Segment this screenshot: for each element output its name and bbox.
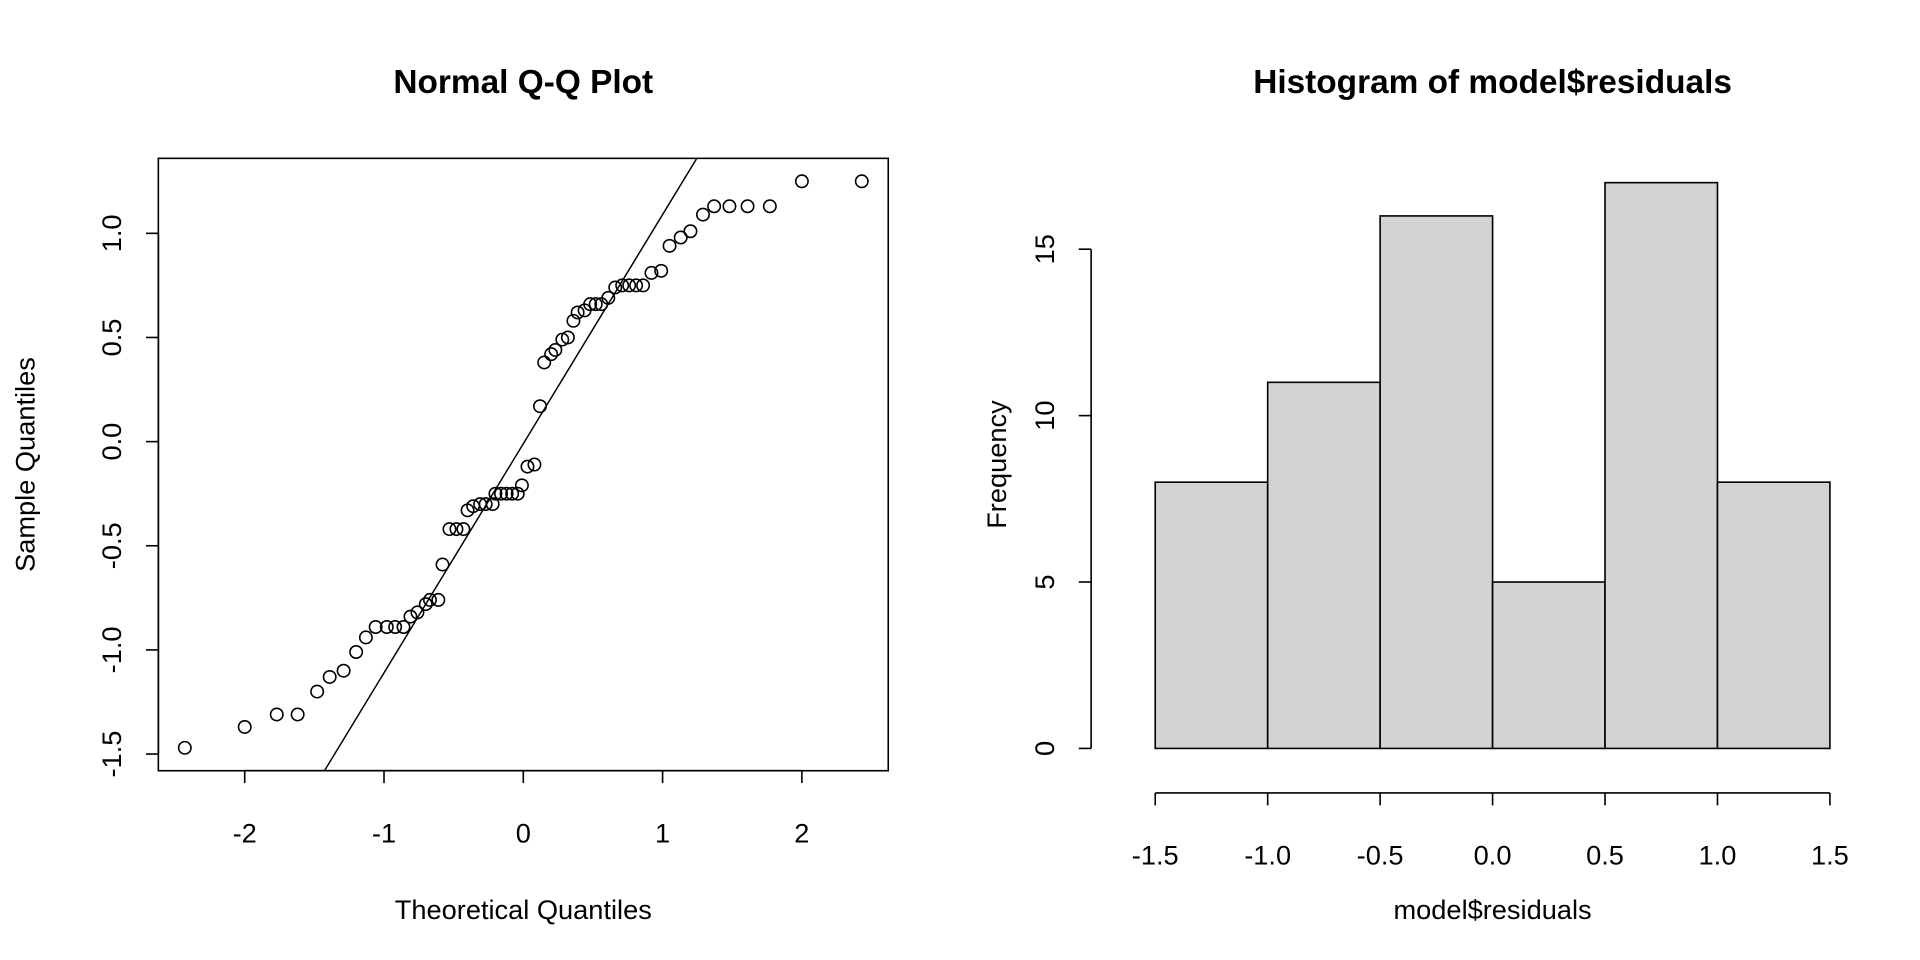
histogram-bar [1154, 481, 1269, 750]
y-tick-label: 5 [1029, 574, 1060, 589]
point [740, 199, 755, 214]
y-tick-label: 0.5 [96, 319, 127, 357]
point [290, 707, 305, 722]
x-axis-label: model$residuals [1394, 894, 1592, 925]
point [722, 199, 737, 214]
point [418, 597, 433, 612]
qq-reference-line [323, 158, 698, 771]
y-tick-label: 10 [1029, 400, 1060, 430]
point [379, 620, 394, 634]
point [636, 278, 651, 293]
point [654, 263, 669, 278]
y-tick-label: -1.5 [96, 731, 127, 778]
y-tick-label: 0 [1029, 741, 1060, 756]
point [537, 355, 552, 370]
plot-frame [157, 157, 890, 772]
point [431, 592, 446, 607]
y-tick-label: -1.0 [96, 626, 127, 673]
x-tick-label: 0 [516, 817, 531, 848]
x-tick-label: 1.5 [1811, 840, 1849, 871]
x-tick-label: 1.0 [1699, 840, 1737, 871]
x-tick-label: -1.5 [1132, 840, 1179, 871]
x-tick-label: -1.0 [1244, 840, 1291, 871]
point [435, 557, 450, 572]
y-axis-label: Sample Quantiles [10, 357, 41, 572]
histogram-bar [1716, 481, 1831, 750]
point [695, 207, 710, 222]
point [644, 265, 659, 280]
point [403, 609, 418, 624]
point [410, 605, 425, 620]
point [494, 486, 509, 501]
point [488, 486, 503, 501]
x-tick-label: -0.5 [1357, 840, 1404, 871]
point [622, 278, 637, 293]
point [601, 290, 616, 305]
x-tick-label: -2 [233, 817, 257, 848]
point [514, 478, 529, 493]
point [533, 399, 548, 414]
point [588, 297, 603, 312]
point [673, 230, 688, 245]
point [794, 174, 809, 189]
x-tick-label: 0.0 [1474, 840, 1512, 871]
point [449, 522, 464, 537]
point [615, 278, 630, 293]
histogram-bar [1491, 581, 1606, 750]
point [683, 224, 698, 239]
point [368, 620, 383, 634]
point [396, 620, 411, 634]
point [336, 663, 351, 678]
point [358, 630, 373, 645]
chart-title: Histogram of model$residuals [1253, 64, 1732, 101]
point [520, 459, 535, 474]
y-tick-label: 15 [1029, 234, 1060, 264]
point [608, 280, 623, 295]
point [560, 330, 575, 345]
x-tick-label: -1 [372, 817, 396, 848]
point [422, 592, 437, 607]
point [310, 684, 325, 699]
point [544, 347, 559, 362]
point [177, 740, 192, 755]
point [456, 522, 471, 537]
point [499, 486, 514, 501]
point [388, 620, 403, 634]
histogram-bar [1379, 215, 1494, 750]
point [762, 199, 777, 214]
point [662, 238, 677, 253]
point [485, 497, 500, 512]
point [478, 497, 493, 512]
point [510, 486, 525, 501]
point [505, 486, 520, 501]
y-tick-label: 0.0 [96, 423, 127, 461]
point [548, 342, 563, 357]
point [237, 719, 252, 734]
y-tick-label: -0.5 [96, 522, 127, 569]
point [527, 457, 542, 472]
point [854, 174, 869, 189]
point [707, 199, 722, 214]
point [583, 297, 598, 312]
x-tick-label: 0.5 [1586, 840, 1624, 871]
point [322, 670, 337, 684]
x-tick-label: 2 [794, 817, 809, 848]
histogram-bar [1266, 381, 1381, 750]
point [349, 645, 364, 659]
y-axis-label: Frequency [981, 400, 1012, 529]
chart-title: Normal Q-Q Plot [393, 64, 653, 101]
point [566, 313, 581, 328]
y-tick-label: 1.0 [96, 214, 127, 252]
point [629, 278, 644, 293]
point [269, 707, 284, 722]
x-tick-label: 1 [655, 817, 670, 848]
point [570, 305, 585, 320]
histogram-bar [1604, 181, 1719, 750]
point [442, 522, 457, 537]
x-axis-label: Theoretical Quantiles [395, 894, 652, 925]
